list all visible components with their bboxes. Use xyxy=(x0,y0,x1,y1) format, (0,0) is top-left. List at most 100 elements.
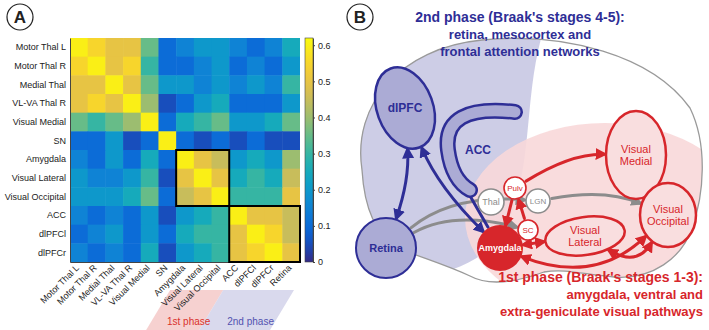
tick-mark xyxy=(313,45,315,46)
phase-text: 1st phase (Braak's stages 1-3):amygdala,… xyxy=(498,269,703,319)
cell xyxy=(123,206,141,225)
node-label: VisualLateral xyxy=(568,224,602,248)
cell xyxy=(158,150,176,169)
cell xyxy=(194,131,212,150)
cell xyxy=(229,243,247,262)
tick: 0.1 xyxy=(313,221,331,231)
node-shape xyxy=(640,183,696,247)
edge xyxy=(524,242,544,245)
cell xyxy=(247,169,265,188)
cell xyxy=(141,75,159,94)
cell xyxy=(282,113,300,132)
phase-description: amygdala, ventral and xyxy=(566,287,703,302)
axis-line xyxy=(70,39,71,263)
tick: Motor Thal L xyxy=(16,42,66,52)
tick-label: 0.2 xyxy=(318,185,331,195)
cell xyxy=(105,225,123,244)
cell xyxy=(265,113,283,132)
cell xyxy=(265,75,283,94)
cell xyxy=(282,94,300,113)
phase-description: extra-geniculate visual pathways xyxy=(500,304,703,319)
cell xyxy=(88,38,106,57)
cell xyxy=(194,169,212,188)
cell xyxy=(70,75,88,94)
node-shape xyxy=(478,189,504,215)
panel-label-text: B xyxy=(354,8,366,27)
cell xyxy=(194,150,212,169)
cell xyxy=(212,225,230,244)
tick: 0.3 xyxy=(313,149,331,159)
edge xyxy=(396,150,407,218)
cell xyxy=(141,243,159,262)
tick: Visual Occipital xyxy=(172,263,222,313)
cell xyxy=(123,113,141,132)
cell xyxy=(194,225,212,244)
node-label: Retina xyxy=(369,242,404,254)
node: dlPFC xyxy=(364,59,445,157)
cell xyxy=(141,206,159,225)
node-label: VisualOccipital xyxy=(647,203,689,227)
panel-label-circle xyxy=(7,4,33,30)
brain-regions xyxy=(340,25,709,313)
nodes: dlPFCACCRetinaThalPulvLGNSCAmygdalaVisua… xyxy=(356,59,696,278)
cell xyxy=(70,187,88,206)
node-shape xyxy=(356,218,416,278)
cell xyxy=(194,243,212,262)
cell xyxy=(265,38,283,57)
cell xyxy=(158,113,176,132)
figure: A Motor Thal LMotor Thal RMedial ThalVL-V… xyxy=(0,0,709,330)
tick: Visual Medial xyxy=(13,117,66,127)
node-shape xyxy=(504,177,526,199)
tick: SN xyxy=(53,136,66,146)
phase-label: 2nd phase xyxy=(227,316,274,327)
cell xyxy=(88,57,106,76)
node: Retina xyxy=(356,218,416,278)
cell xyxy=(70,243,88,262)
cell xyxy=(123,57,141,76)
node-label: VisualMedial xyxy=(620,143,652,167)
cell xyxy=(229,113,247,132)
tick: 0.5 xyxy=(313,77,331,87)
tick-label: Motor Thal R xyxy=(14,61,66,71)
edge xyxy=(526,154,604,181)
cell xyxy=(247,57,265,76)
cell xyxy=(88,206,106,225)
cell xyxy=(212,131,230,150)
panel-label: B xyxy=(347,4,373,30)
node-shape-outline xyxy=(448,111,515,190)
node: LGN xyxy=(526,189,550,213)
tick: Retina xyxy=(268,263,293,288)
cell xyxy=(158,169,176,188)
node-shape xyxy=(448,111,515,190)
cell xyxy=(105,150,123,169)
panel-label: A xyxy=(7,4,33,30)
cell xyxy=(247,187,265,206)
tick: dlPFCl xyxy=(39,229,66,239)
tick-label: Visual Occipital xyxy=(5,192,66,202)
cell xyxy=(194,94,212,113)
cell xyxy=(141,169,159,188)
node-label: Amygdala xyxy=(478,243,522,253)
colorbar-axis: 00.10.20.30.40.50.6 xyxy=(313,39,331,268)
cell xyxy=(88,150,106,169)
node-label: Thal xyxy=(482,197,500,207)
cell xyxy=(176,38,194,57)
cell xyxy=(123,75,141,94)
node-label-line: Amygdala xyxy=(478,243,522,253)
node-label: LGN xyxy=(530,197,547,206)
column-axis: Motor Thal LMotor Thal RMedial ThalVL-VA… xyxy=(38,262,300,313)
tick-label: SN xyxy=(53,136,66,146)
cell xyxy=(212,150,230,169)
cell xyxy=(229,38,247,57)
panel-label-text: A xyxy=(14,8,26,27)
cell xyxy=(247,113,265,132)
cell xyxy=(176,225,194,244)
tick: VL-VA Thal R xyxy=(12,98,66,108)
node-label: ACC xyxy=(465,143,491,157)
cell xyxy=(247,131,265,150)
tick: 0 xyxy=(313,257,323,267)
cell xyxy=(212,75,230,94)
cell xyxy=(123,169,141,188)
cell xyxy=(123,38,141,57)
cell xyxy=(212,187,230,206)
